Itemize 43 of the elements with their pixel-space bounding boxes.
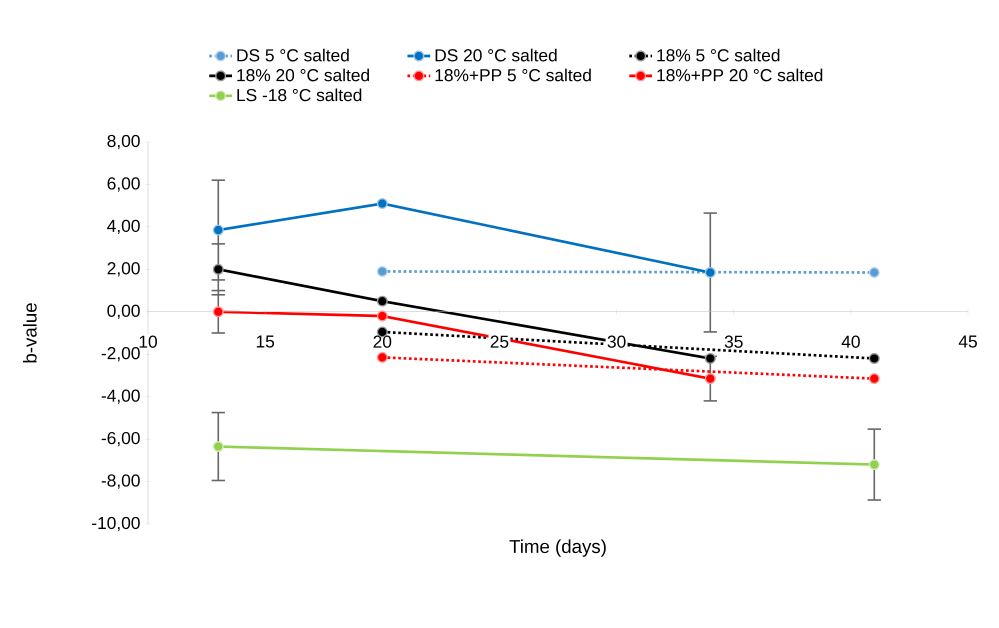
point [212, 441, 224, 452]
point [868, 267, 880, 278]
x-tick-label: 40 [842, 336, 860, 348]
y-tick-label: -6,00 [102, 432, 140, 446]
x-tick-label: 20 [374, 336, 392, 348]
y-tick-label: 0,00 [107, 304, 140, 319]
legend-label: DS 5 °C salted [237, 48, 349, 62]
point [376, 310, 388, 322]
y-tick-label: 2,00 [108, 262, 140, 276]
y-tick-label: 6,00 [108, 177, 140, 192]
point [868, 459, 880, 470]
legend-label: 18% 5 °C salted [657, 48, 780, 62]
x-tick-label: 25 [490, 336, 508, 348]
y-tick-label: -4,00 [102, 390, 140, 404]
y-tick-label: -10,00 [92, 516, 140, 532]
point [704, 352, 716, 364]
point [212, 306, 224, 318]
point [868, 373, 880, 384]
point [704, 267, 716, 278]
y-tick-label: -8,00 [102, 474, 140, 489]
legend-label: 18% 20 °C salted [237, 68, 369, 82]
point [868, 352, 880, 364]
x-tick-label: 45 [958, 336, 977, 348]
point [376, 296, 388, 307]
point [704, 373, 716, 384]
x-axis-title: Time (days) [510, 539, 606, 557]
x-tick-label: 15 [256, 336, 274, 348]
point [376, 352, 388, 363]
point [376, 198, 388, 210]
y-tick-label: 4,00 [107, 220, 140, 234]
legend-label: LS -18 °C salted [237, 88, 362, 102]
point [376, 266, 388, 277]
x-tick-label: 35 [724, 336, 743, 348]
legend-label: DS 20 °C salted [436, 48, 557, 62]
y-tick-label: 8,00 [107, 134, 140, 150]
x-tick-label: 30 [608, 336, 626, 348]
legend-label: 18%+PP 5 °C salted [436, 68, 591, 82]
legend-label: 18%+PP 20 °C salted [657, 68, 822, 82]
point [212, 224, 224, 236]
x-tick-label: 10 [140, 336, 157, 348]
y-tick-label: -2,00 [102, 347, 140, 362]
y-axis-title: b-value [22, 303, 37, 362]
point [212, 264, 224, 275]
